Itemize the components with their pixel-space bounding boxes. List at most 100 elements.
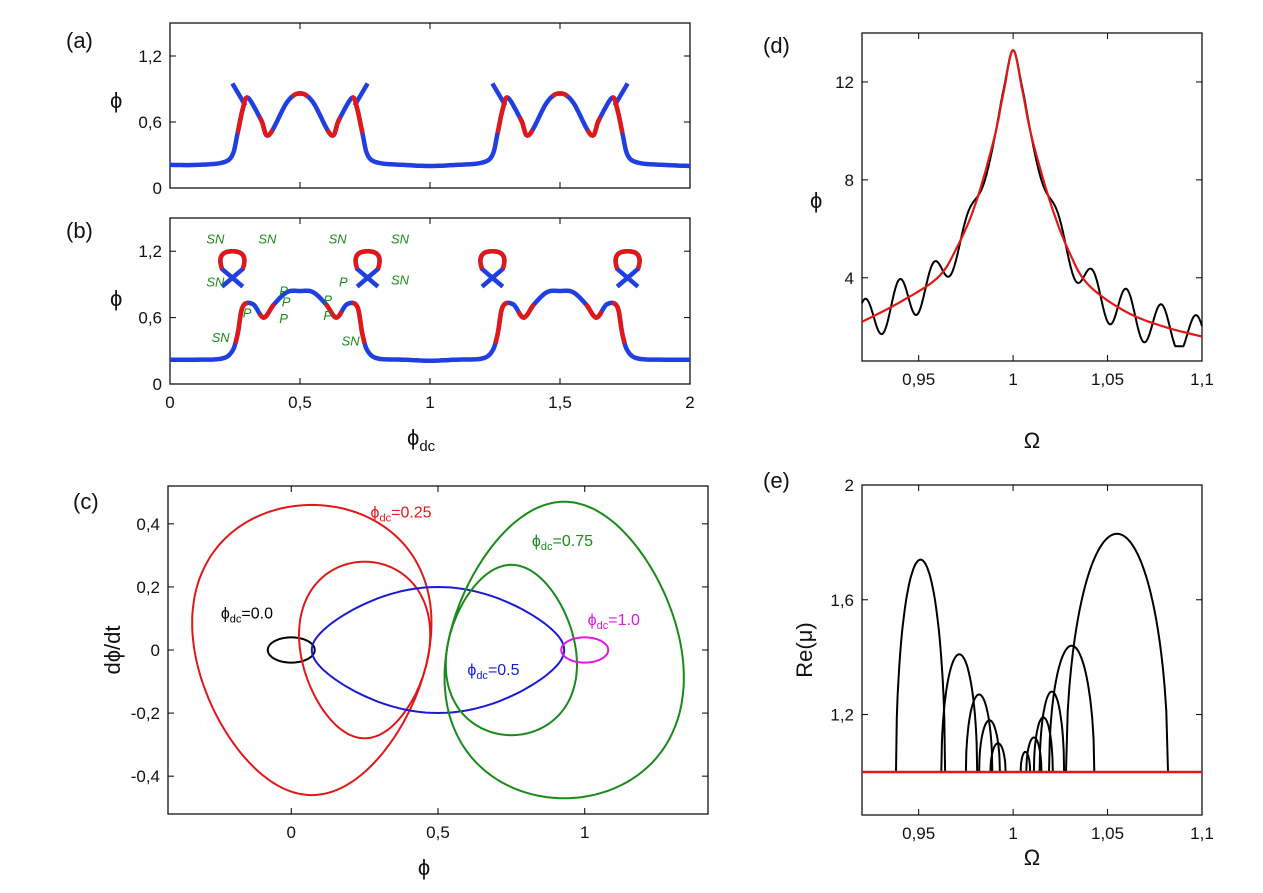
x-tick-label: 1 — [425, 393, 434, 412]
unstable-segment — [325, 116, 343, 139]
unstable-segment — [585, 116, 603, 139]
panel-b-xlabel: ϕdc — [407, 425, 436, 455]
y-tick-label: -0,2 — [131, 704, 160, 723]
bifurcation-label: P — [243, 306, 252, 321]
panel-b-label: (b) — [66, 218, 93, 243]
unstable-segment — [351, 95, 365, 134]
panel-d-plot: 0,95 1 1,05 1,1 4 8 12 — [835, 33, 1214, 389]
panel-a-plot: 0 0,6 1,2 — [138, 23, 691, 198]
panel-c-ylabel: dϕ/dt — [100, 625, 125, 674]
panel-c-label: (c) — [73, 489, 99, 514]
y-tick-label: 1,6 — [830, 591, 854, 610]
bifurcation-label: SN — [212, 330, 231, 345]
floquet-arch — [940, 653, 979, 773]
unstable-segment — [233, 300, 249, 345]
orbit-label: ϕdc=0.0 — [221, 605, 273, 625]
floquet-arch — [964, 693, 994, 773]
y-tick-label: 0 — [153, 375, 162, 394]
x-tick-label: 0 — [287, 823, 296, 842]
unstable-segment — [550, 91, 570, 99]
unstable-segment — [257, 116, 275, 139]
loop-unstable — [353, 248, 382, 270]
panel-c: (c) dϕ/dt ϕ 0 0,5 1 -0,4 -0,2 0 0,2 0,4 ϕdc=0.0 ϕ… — [73, 485, 709, 880]
bifurcation-label: SN — [258, 231, 277, 246]
panel-a-ylabel: ϕ — [110, 88, 122, 113]
orbit-label: ϕdc=0.5 — [467, 662, 519, 682]
phase-orbit — [444, 563, 578, 737]
x-tick-label: 1 — [1008, 824, 1017, 843]
y-tick-label: 0 — [151, 641, 160, 660]
y-tick-label: 0,6 — [138, 113, 162, 132]
bifurcation-label: SN — [391, 272, 410, 287]
panel-e-xlabel: Ω — [1024, 845, 1040, 870]
x-tick-label: 1,5 — [548, 393, 572, 412]
panel-e-label: (e) — [763, 468, 790, 493]
bifurcation-label: P — [323, 308, 332, 323]
unstable-segment — [584, 302, 604, 320]
bifurcation-label: SN — [342, 333, 361, 348]
panel-d: (d) ϕ Ω 0,95 1 1,05 1,1 4 8 12 — [763, 32, 1214, 453]
y-tick-label: 0 — [153, 179, 162, 198]
bifurcation-label: SN — [391, 231, 410, 246]
orbit-label: ϕdc=1.0 — [588, 612, 640, 632]
y-tick-label: 12 — [835, 73, 854, 92]
x-tick-label: 1,05 — [1091, 824, 1124, 843]
y-tick-label: 0,2 — [136, 578, 160, 597]
x-tick-label: 0 — [165, 393, 174, 412]
bifurcation-label: P — [339, 275, 348, 290]
panel-e-ylabel: Re(μ) — [792, 622, 817, 677]
x-tick-label: 0,95 — [902, 824, 935, 843]
unstable-segment — [290, 91, 310, 99]
panel-d-ylabel: ϕ — [810, 188, 822, 213]
x-tick-label: 0,5 — [288, 393, 312, 412]
bifurcation-label: SN — [329, 231, 348, 246]
loop-unstable — [478, 248, 507, 270]
phase-orbit — [298, 560, 432, 740]
unstable-segment — [235, 95, 249, 134]
stable-branch — [170, 91, 691, 169]
floquet-arch — [989, 742, 1007, 773]
y-tick-label: 0,4 — [136, 515, 160, 534]
floquet-arch — [1038, 690, 1066, 773]
loop-unstable — [613, 248, 642, 270]
unstable-segment — [516, 302, 536, 320]
unstable-segment — [495, 95, 509, 134]
panel-d-label: (d) — [763, 33, 790, 58]
panel-a: (a) ϕ 0 0,6 1,2 — [66, 22, 691, 198]
floquet-arch — [1025, 736, 1043, 773]
y-tick-label: -0,4 — [131, 767, 160, 786]
y-tick-label: 8 — [845, 171, 854, 190]
phase-orbit — [266, 636, 316, 664]
floquet-arch — [1048, 644, 1096, 773]
x-tick-label: 1 — [580, 823, 589, 842]
y-tick-label: 1,2 — [138, 47, 162, 66]
bifurcation-label: P — [279, 283, 288, 298]
loop-unstable — [218, 248, 247, 270]
x-tick-label: 2 — [685, 393, 694, 412]
floquet-arch — [895, 558, 947, 773]
panel-a-label: (a) — [66, 28, 93, 53]
panel-b-ylabel: ϕ — [110, 286, 122, 311]
x-tick-label: 0,5 — [426, 823, 450, 842]
x-tick-label: 1,05 — [1091, 370, 1124, 389]
unstable-segment — [493, 300, 509, 345]
phase-orbit — [191, 503, 433, 797]
y-tick-label: 1,2 — [138, 242, 162, 261]
panel-e-frame — [861, 484, 1203, 816]
panel-e: (e) Re(μ) Ω 0,95 1 1,05 1,1 1,2 1,6 2 — [763, 468, 1214, 870]
panel-b: (b) ϕ ϕdc 0 0,5 1 1,5 200,61,2SN SNSNPSNPPPPP… — [66, 217, 695, 455]
unstable-segment — [324, 302, 344, 320]
unstable-segment — [611, 95, 625, 134]
x-tick-label: 1 — [1008, 370, 1017, 389]
panel-c-xlabel: ϕ — [418, 855, 430, 880]
x-tick-label: 0,95 — [902, 370, 935, 389]
bifurcation-label: SN — [206, 231, 225, 246]
floquet-arch — [1019, 750, 1032, 773]
y-tick-label: 4 — [845, 269, 854, 288]
bifurcation-label: P — [323, 292, 332, 307]
phase-orbit — [310, 585, 566, 715]
unstable-segment — [257, 302, 276, 320]
orbit-label: ϕdc=0.25 — [371, 505, 432, 525]
